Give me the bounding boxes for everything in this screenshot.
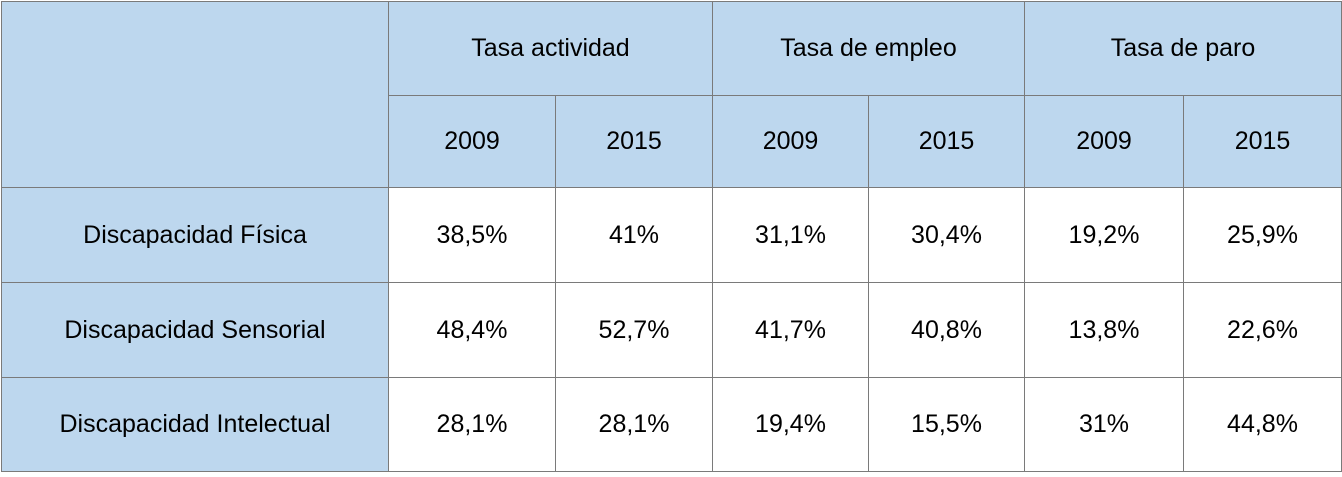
row-label: Discapacidad Intelectual xyxy=(1,377,389,472)
row-label: Discapacidad Sensorial xyxy=(1,282,389,378)
year-header: 2015 xyxy=(868,95,1025,188)
data-cell: 25,9% xyxy=(1183,187,1342,283)
data-cell: 19,4% xyxy=(712,377,869,472)
year-header: 2015 xyxy=(555,95,713,188)
data-cell: 22,6% xyxy=(1183,282,1342,378)
data-cell: 48,4% xyxy=(388,282,556,378)
data-cell: 41,7% xyxy=(712,282,869,378)
year-header: 2015 xyxy=(1183,95,1342,188)
data-cell: 38,5% xyxy=(388,187,556,283)
row-label: Discapacidad Física xyxy=(1,187,389,283)
corner-cell xyxy=(1,1,389,188)
group-header: Tasa de paro xyxy=(1024,1,1342,96)
year-header: 2009 xyxy=(1024,95,1184,188)
data-cell: 28,1% xyxy=(555,377,713,472)
data-cell: 30,4% xyxy=(868,187,1025,283)
data-cell: 52,7% xyxy=(555,282,713,378)
data-cell: 15,5% xyxy=(868,377,1025,472)
data-cell: 28,1% xyxy=(388,377,556,472)
data-cell: 31,1% xyxy=(712,187,869,283)
data-cell: 44,8% xyxy=(1183,377,1342,472)
group-header: Tasa actividad xyxy=(388,1,713,96)
group-header: Tasa de empleo xyxy=(712,1,1025,96)
year-header: 2009 xyxy=(712,95,869,188)
data-cell: 13,8% xyxy=(1024,282,1184,378)
data-cell: 40,8% xyxy=(868,282,1025,378)
data-cell: 31% xyxy=(1024,377,1184,472)
data-cell: 19,2% xyxy=(1024,187,1184,283)
year-header: 2009 xyxy=(388,95,556,188)
data-cell: 41% xyxy=(555,187,713,283)
